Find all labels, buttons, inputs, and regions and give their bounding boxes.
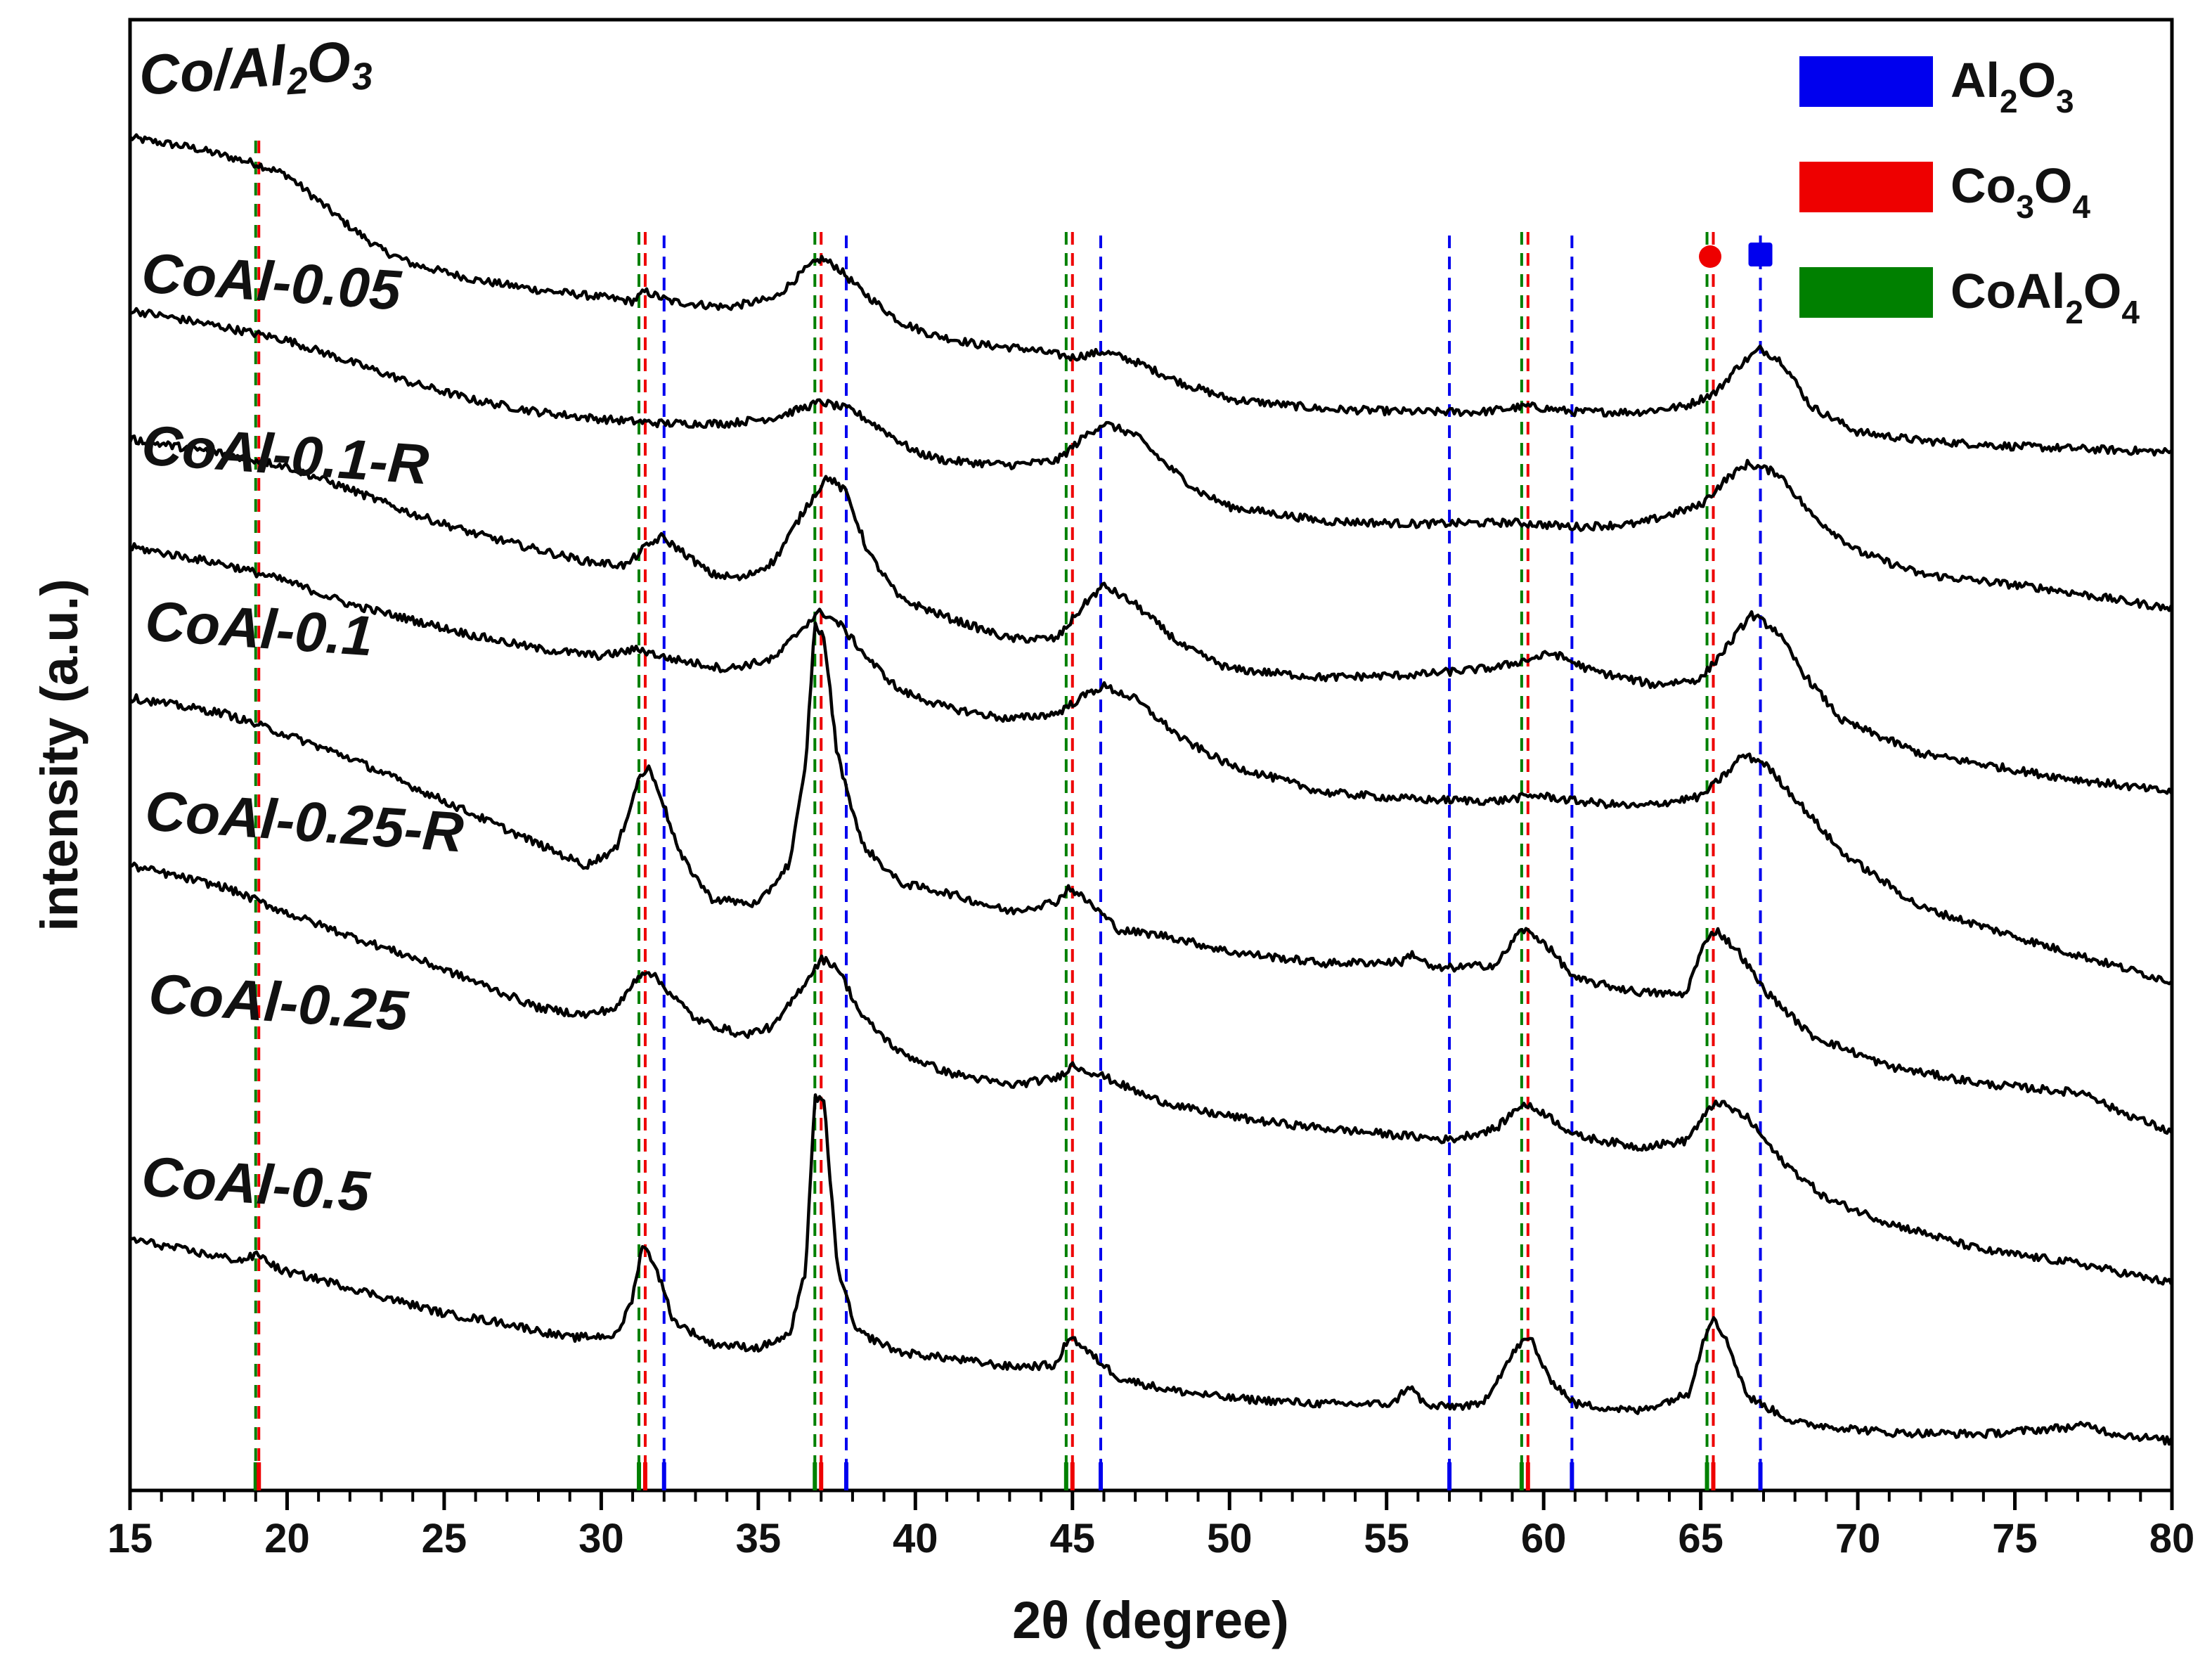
legend-label-2: CoAl2O4 xyxy=(1951,264,2140,330)
x-tick-label-8: 55 xyxy=(1364,1516,1409,1561)
sample-label-0: Co/Al2O3 xyxy=(137,28,374,113)
x-tick-label-10: 65 xyxy=(1678,1516,1723,1561)
x-tick-label-2: 25 xyxy=(422,1516,467,1561)
x-tick-label-5: 40 xyxy=(893,1516,938,1561)
legend-label-subscript: 2 xyxy=(2065,294,2083,330)
legend-label-part: O xyxy=(2083,264,2121,318)
sample-label-subscript: 3 xyxy=(350,55,374,98)
series-line-4 xyxy=(129,621,2173,1135)
legend-label-subscript: 3 xyxy=(2016,188,2034,225)
x-tick-label-4: 35 xyxy=(736,1516,782,1561)
x-tick-label-1: 20 xyxy=(264,1516,310,1561)
sample-label-subscript: 2 xyxy=(285,59,309,103)
legend-label-subscript: 4 xyxy=(2072,188,2090,225)
legend-label-part: Co xyxy=(1951,158,2016,213)
legend-label-part: O xyxy=(2034,158,2072,213)
x-tick-label-9: 60 xyxy=(1521,1516,1567,1561)
legend-label-part: O xyxy=(2018,53,2056,108)
x-tick-label-0: 15 xyxy=(108,1516,153,1561)
reference-bottom-marks xyxy=(253,1462,1763,1490)
legend-label-part: Al xyxy=(1951,53,2000,108)
sample-labels: Co/Al2O3CoAl-0.05CoAl-0.1-RCoAl-0.1CoAl-… xyxy=(137,28,466,1223)
legend-label-subscript: 3 xyxy=(2056,83,2074,120)
legend-label-0: Al2O3 xyxy=(1951,53,2074,120)
x-tick-label-13: 80 xyxy=(2149,1516,2195,1561)
x-tick-label-3: 30 xyxy=(578,1516,624,1561)
reference-lines xyxy=(254,141,1762,1490)
legend-label-1: Co3O4 xyxy=(1951,158,2090,225)
series-line-3 xyxy=(129,542,2173,986)
x-tick-label-6: 45 xyxy=(1050,1516,1096,1561)
legend-swatch-1 xyxy=(1799,162,1933,212)
peak-marker-circle-0 xyxy=(1699,245,1722,268)
x-tick-label-7: 50 xyxy=(1207,1516,1253,1561)
series-line-5 xyxy=(129,861,2173,1286)
sample-label-part: Co/Al xyxy=(137,34,289,106)
peak-marker-square-1 xyxy=(1748,243,1773,266)
series-line-0 xyxy=(129,133,2173,457)
x-tick-label-12: 75 xyxy=(1992,1516,2038,1561)
x-axis-tick-labels: 15 20 25 30 35 40 45 50 55 60 65 70 75 80 xyxy=(108,1516,2195,1561)
x-tick-label-11: 70 xyxy=(1835,1516,1881,1561)
series-line-2 xyxy=(128,434,2173,795)
sample-label-part: O xyxy=(304,30,352,95)
x-axis-ticks xyxy=(128,1490,2174,1510)
diffraction-curves xyxy=(128,133,2173,1446)
y-axis-title: intensity (a.u.) xyxy=(30,579,89,932)
legend-swatch-0 xyxy=(1799,56,1933,107)
legend-label-subscript: 2 xyxy=(2000,83,2018,120)
peak-markers xyxy=(1699,243,1773,268)
plot-frame xyxy=(128,18,2174,1493)
series-line-1 xyxy=(129,307,2173,612)
legend-swatch-2 xyxy=(1799,267,1933,318)
legend-label-subscript: 4 xyxy=(2121,294,2140,330)
legend-label-part: CoAl xyxy=(1951,264,2065,318)
x-axis-title: 2θ (degree) xyxy=(1012,1591,1289,1649)
series-line-6 xyxy=(129,1093,2173,1446)
